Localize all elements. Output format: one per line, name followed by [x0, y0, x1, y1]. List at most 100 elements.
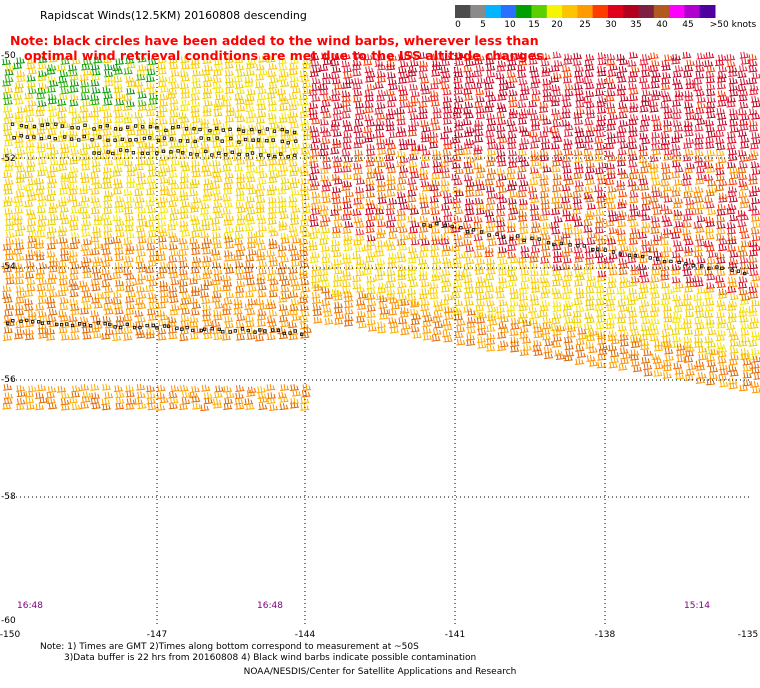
wind-barb	[518, 184, 528, 192]
wind-barb	[495, 72, 505, 80]
wind-barb	[401, 322, 411, 330]
wind-barb	[330, 120, 341, 128]
wind-barb	[715, 168, 725, 176]
wind-barb	[277, 327, 287, 335]
wind-barb	[58, 278, 68, 286]
wind-barb	[135, 298, 145, 306]
wind-barb	[374, 213, 385, 221]
legend-label: 5	[480, 20, 486, 30]
wind-barb	[321, 280, 331, 288]
wind-barb	[400, 306, 410, 314]
wind-barb	[148, 133, 158, 141]
wind-barb	[236, 104, 246, 112]
wind-barb	[573, 298, 583, 306]
wind-barb	[454, 82, 464, 90]
wind-barb	[214, 86, 224, 94]
wind-barb	[159, 85, 170, 93]
wind-barb	[234, 238, 244, 246]
wind-barb	[532, 344, 542, 352]
wind-barb	[584, 59, 594, 67]
wind-barb	[357, 321, 367, 329]
wind-barb	[617, 299, 627, 307]
wind-barb	[137, 213, 147, 221]
wind-barb	[91, 266, 101, 274]
wind-barb	[486, 216, 496, 224]
wind-barb	[38, 56, 48, 64]
wind-barb	[552, 120, 562, 128]
wind-barb	[674, 244, 684, 252]
wind-barb	[203, 87, 213, 95]
wind-barb	[80, 307, 90, 315]
wind-barb	[649, 282, 659, 290]
wind-barb	[224, 69, 234, 77]
contamination-circle	[465, 230, 470, 234]
wind-barb	[146, 237, 156, 245]
wind-barb	[38, 290, 48, 298]
wind-barb	[309, 155, 319, 163]
wind-barb	[619, 172, 629, 180]
wind-barb	[662, 364, 672, 372]
wind-barb	[518, 304, 528, 312]
wind-barb	[278, 332, 289, 340]
wind-barb	[211, 223, 221, 231]
wind-barb	[14, 229, 24, 237]
wind-barb	[574, 118, 584, 126]
wind-barb	[256, 184, 266, 192]
wind-barb	[584, 330, 594, 338]
wind-barb	[498, 257, 508, 265]
wind-barb	[233, 253, 243, 261]
wind-barb	[418, 106, 428, 114]
wind-barb	[60, 146, 70, 154]
wind-barb	[158, 105, 168, 113]
wind-barb	[134, 277, 144, 285]
wind-barb	[59, 248, 70, 256]
wind-barb	[330, 72, 340, 80]
wind-barb	[555, 324, 566, 332]
contamination-circle	[164, 128, 168, 133]
wind-barb	[352, 59, 362, 67]
wind-barb	[586, 111, 596, 119]
wind-barb	[247, 58, 257, 66]
wind-barb	[113, 104, 123, 112]
wind-barb	[499, 326, 509, 334]
wind-barb	[452, 286, 462, 294]
wind-barb	[45, 391, 56, 399]
wind-barb	[487, 311, 497, 319]
wind-barb	[750, 299, 760, 307]
wind-barb	[473, 144, 483, 152]
wind-barb	[59, 314, 69, 322]
wind-barb	[342, 172, 352, 180]
legend-label: 45	[682, 20, 694, 30]
wind-barb	[267, 225, 277, 233]
wind-barb	[90, 187, 100, 195]
wind-barb	[181, 200, 191, 208]
wind-barb	[585, 334, 596, 342]
wind-barb	[14, 265, 24, 273]
wind-barb	[497, 93, 507, 101]
wind-barb	[46, 181, 56, 189]
wind-barb	[641, 114, 651, 122]
legend-swatch	[470, 5, 487, 18]
contamination-circle	[285, 130, 289, 134]
wind-barb	[706, 130, 717, 138]
wind-barb	[541, 142, 551, 150]
wind-barb	[662, 371, 672, 379]
wind-barb	[255, 154, 265, 162]
wind-barb	[705, 378, 716, 386]
wind-barb	[682, 220, 692, 228]
wind-barb	[410, 325, 420, 333]
wind-barb	[168, 117, 179, 125]
wind-barb	[462, 222, 472, 230]
wind-barb	[82, 391, 92, 399]
wind-barb	[191, 116, 201, 124]
wind-barb	[498, 78, 509, 86]
wind-barb	[333, 204, 343, 212]
wind-barb	[59, 142, 69, 150]
wind-barb	[397, 66, 407, 74]
wind-barb	[168, 56, 178, 64]
wind-barb	[508, 179, 518, 187]
wind-barb	[551, 159, 561, 167]
wind-barb	[632, 336, 642, 344]
wind-barb	[355, 298, 366, 306]
wind-barb	[618, 58, 629, 66]
